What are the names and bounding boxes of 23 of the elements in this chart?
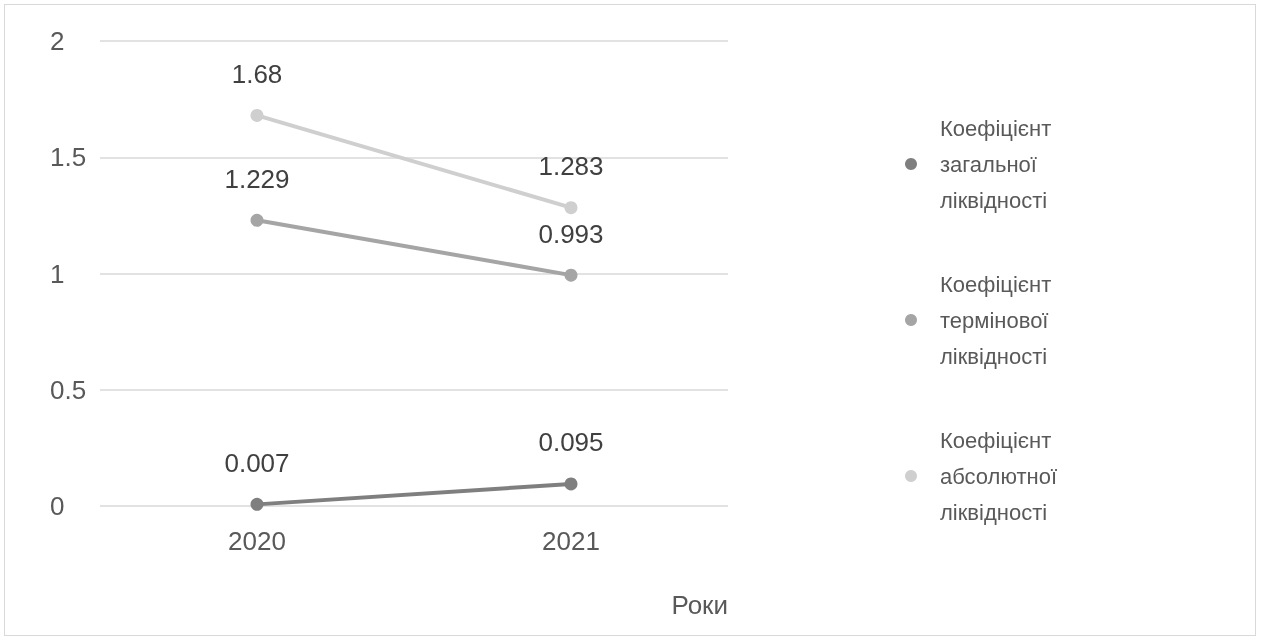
x-tick-label: 2021: [542, 526, 600, 556]
x-tick-label: 2020: [228, 526, 286, 556]
data-label: 0.007: [224, 447, 290, 478]
data-label: 1.283: [538, 151, 604, 182]
data-label: 1.229: [224, 163, 290, 194]
y-tick-label: 0: [50, 491, 65, 521]
point: [564, 477, 578, 491]
legend-label: Коефіцієнт абсолютної ліквідності: [940, 427, 1064, 525]
point: [250, 108, 264, 122]
y-tick-label: 1: [50, 258, 65, 289]
legend-label: Коефіцієнт термінової ліквідності: [940, 271, 1058, 369]
y-tick-label: 0.5: [50, 374, 87, 405]
data-label: 0.993: [538, 218, 604, 249]
point: [250, 213, 264, 227]
data-label: 0.095: [538, 427, 604, 458]
point: [564, 268, 578, 282]
x-axis-title: Роки: [671, 590, 728, 620]
data-label: 1.68: [231, 58, 283, 89]
y-tick-label: 1.5: [50, 142, 87, 173]
y-tick-label: 2: [50, 26, 65, 56]
point: [250, 497, 264, 511]
point: [564, 201, 578, 215]
legend-label: Коефіцієнт загальної ліквідності: [940, 115, 1058, 213]
